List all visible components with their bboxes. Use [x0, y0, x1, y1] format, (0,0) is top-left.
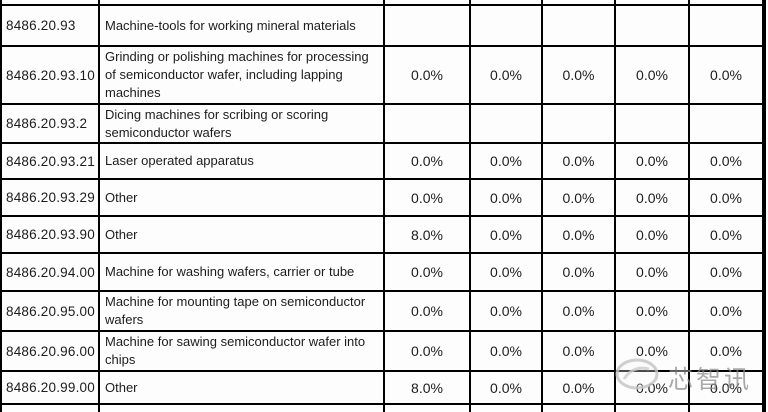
rate-cell: 0.0%: [543, 254, 614, 290]
rate-cell: 0.0%: [616, 47, 688, 103]
rate-cell: [690, 6, 762, 45]
code-cell: 8486.20.93: [2, 6, 98, 45]
clipped-row-top-cell: [616, 0, 688, 4]
rate-cell: 0.0%: [690, 292, 762, 330]
clipped-row-bottom-cell: [543, 405, 614, 412]
rate-cell: [385, 6, 469, 45]
rate-cell: 0.0%: [690, 144, 762, 178]
rate-cell: 0.0%: [471, 47, 541, 103]
rate-cell: 0.0%: [616, 292, 688, 330]
rate-cell: 0.0%: [385, 292, 469, 330]
description-cell: Other: [100, 372, 383, 403]
rate-cell: [690, 105, 762, 142]
rate-cell: 8.0%: [385, 372, 469, 403]
description-cell: Machine-tools for working mineral materi…: [100, 6, 383, 45]
rate-cell: 0.0%: [385, 144, 469, 178]
code-cell: 8486.20.93.2: [2, 105, 98, 142]
clipped-row-top-cell: [2, 0, 98, 4]
rate-cell: 0.0%: [690, 217, 762, 252]
rate-cell: 0.0%: [471, 180, 541, 215]
rate-cell: 0.0%: [690, 180, 762, 215]
rate-cell: 0.0%: [543, 217, 614, 252]
description-cell: Machine for sawing semiconductor wafer i…: [100, 332, 383, 370]
rate-cell: 8.0%: [385, 217, 469, 252]
code-cell: 8486.20.93.10: [2, 47, 98, 103]
rate-cell: [471, 6, 541, 45]
code-cell: 8486.20.93.29: [2, 180, 98, 215]
clipped-row-top-cell: [385, 0, 469, 4]
rate-cell: [616, 6, 688, 45]
rate-cell: 0.0%: [616, 180, 688, 215]
clipped-row-top-cell: [543, 0, 614, 4]
description-cell: Machine for mounting tape on semiconduct…: [100, 292, 383, 330]
rate-cell: 0.0%: [616, 332, 688, 370]
rate-cell: 0.0%: [616, 144, 688, 178]
clipped-row-bottom-cell: [690, 405, 762, 412]
rate-cell: [471, 105, 541, 142]
code-cell: 8486.20.93.90: [2, 217, 98, 252]
clipped-row-bottom-cell: [100, 405, 383, 412]
rate-cell: 0.0%: [471, 254, 541, 290]
rate-cell: 0.0%: [471, 292, 541, 330]
code-cell: 8486.20.96.00: [2, 332, 98, 370]
rate-cell: 0.0%: [543, 332, 614, 370]
rate-cell: 0.0%: [471, 144, 541, 178]
rate-cell: 0.0%: [385, 47, 469, 103]
description-cell: Dicing machines for scribing or scoring …: [100, 105, 383, 142]
clipped-row-top-cell: [100, 0, 383, 4]
code-cell: 8486.20.93.21: [2, 144, 98, 178]
rate-cell: 0.0%: [543, 372, 614, 403]
rate-cell: 0.0%: [616, 254, 688, 290]
rate-cell: 0.0%: [543, 47, 614, 103]
rate-cell: 0.0%: [616, 217, 688, 252]
rate-cell: 0.0%: [690, 372, 762, 403]
rate-cell: 0.0%: [385, 332, 469, 370]
clipped-row-bottom-cell: [616, 405, 688, 412]
clipped-row-bottom-cell: [385, 405, 469, 412]
rate-cell: 0.0%: [543, 292, 614, 330]
clipped-row-top-cell: [690, 0, 762, 4]
description-cell: Other: [100, 180, 383, 215]
clipped-row-bottom-cell: [2, 405, 98, 412]
rate-cell: [616, 105, 688, 142]
rate-cell: 0.0%: [471, 372, 541, 403]
rate-cell: 0.0%: [690, 332, 762, 370]
clipped-row-bottom-cell: [471, 405, 541, 412]
rate-cell: [385, 105, 469, 142]
rate-cell: 0.0%: [543, 180, 614, 215]
clipped-row-top-cell: [471, 0, 541, 4]
description-cell: Laser operated apparatus: [100, 144, 383, 178]
code-cell: 8486.20.95.00: [2, 292, 98, 330]
rate-cell: 0.0%: [690, 254, 762, 290]
rate-cell: 0.0%: [543, 144, 614, 178]
rate-cell: 0.0%: [471, 332, 541, 370]
code-cell: 8486.20.99.00: [2, 372, 98, 403]
description-cell: Other: [100, 217, 383, 252]
description-cell: Machine for washing wafers, carrier or t…: [100, 254, 383, 290]
rate-cell: [543, 6, 614, 45]
rate-cell: 0.0%: [616, 372, 688, 403]
rate-cell: 0.0%: [385, 180, 469, 215]
code-cell: 8486.20.94.00: [2, 254, 98, 290]
rate-cell: 0.0%: [690, 47, 762, 103]
rate-cell: 0.0%: [471, 217, 541, 252]
rate-cell: [543, 105, 614, 142]
description-cell: Grinding or polishing machines for proce…: [100, 47, 383, 103]
rate-cell: 0.0%: [385, 254, 469, 290]
